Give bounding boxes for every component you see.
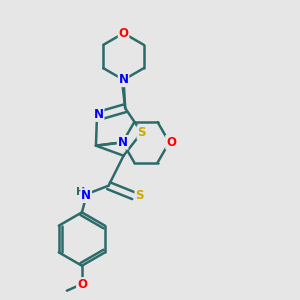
Text: S: S (135, 189, 144, 202)
Text: O: O (166, 136, 176, 149)
Text: N: N (81, 189, 91, 202)
Text: N: N (118, 73, 129, 86)
Text: O: O (77, 278, 87, 291)
Text: O: O (118, 27, 129, 40)
Text: N: N (94, 108, 103, 121)
Text: S: S (137, 126, 146, 139)
Text: H: H (76, 188, 85, 197)
Text: N: N (118, 136, 128, 149)
